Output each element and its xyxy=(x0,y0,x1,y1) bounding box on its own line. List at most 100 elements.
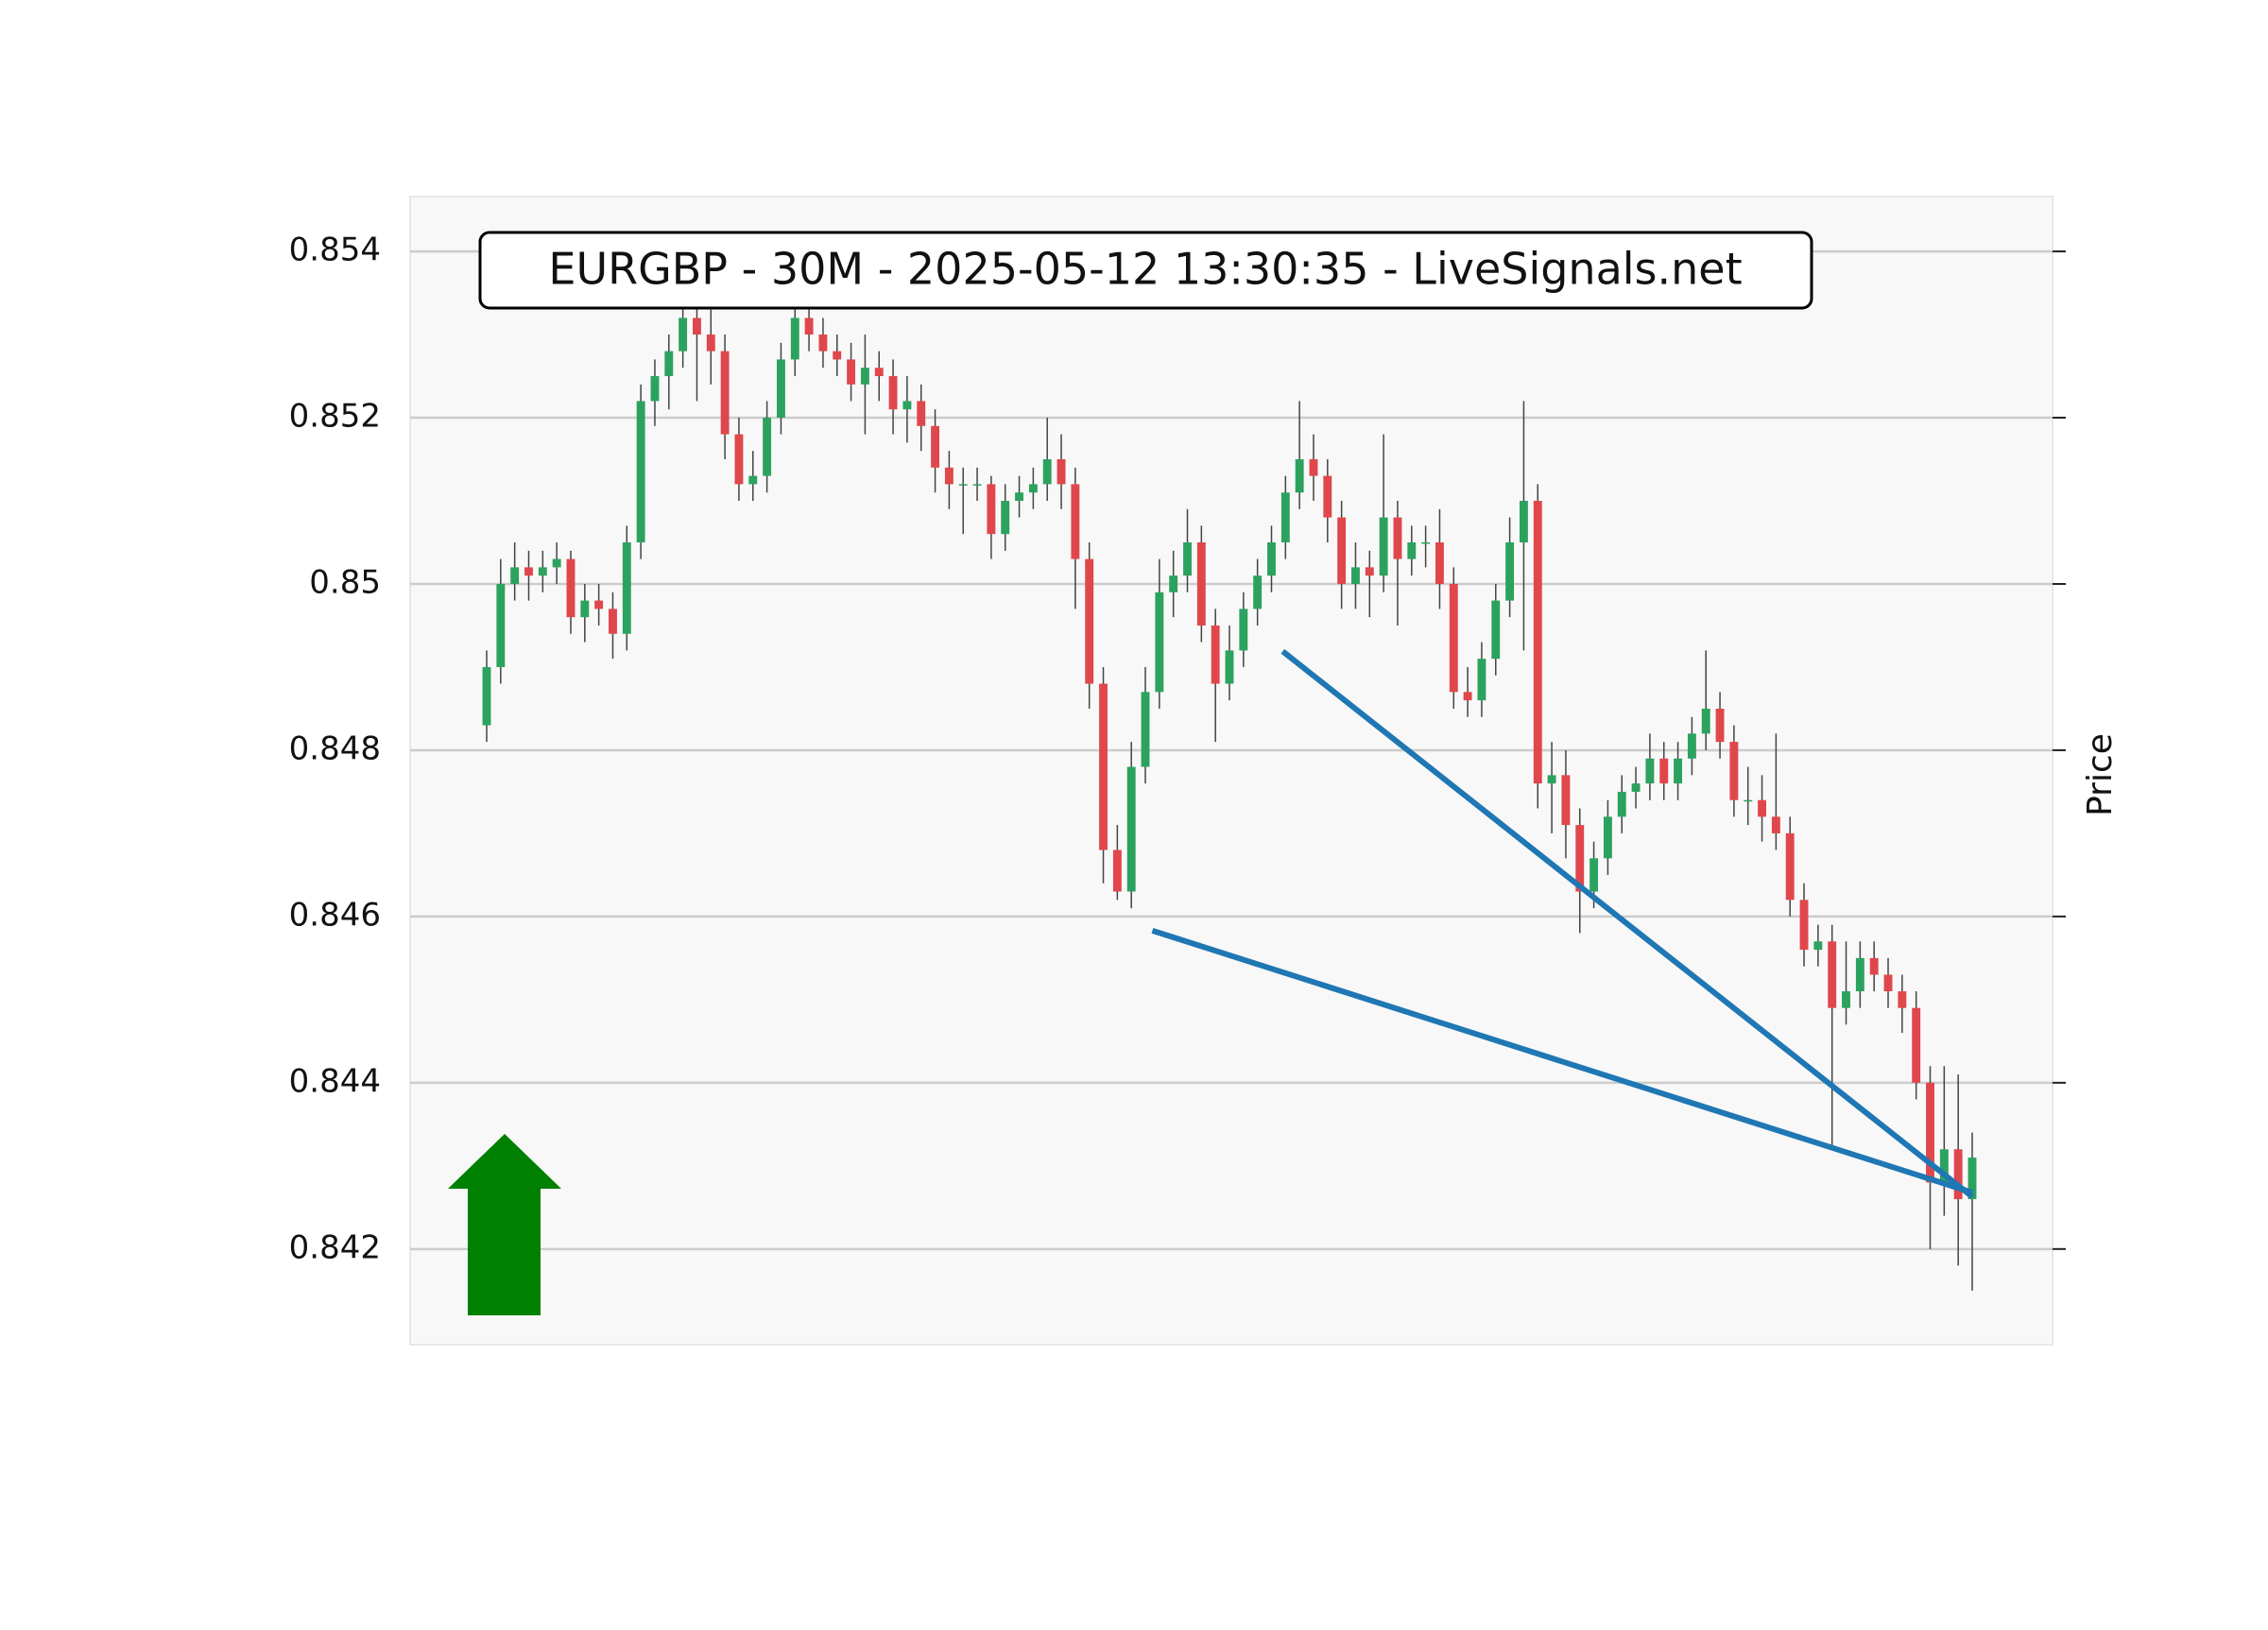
candle-body xyxy=(1617,791,1626,817)
candle-body xyxy=(1126,766,1136,892)
candle-body xyxy=(1323,475,1332,518)
candle-body xyxy=(1869,957,1879,975)
candle-body xyxy=(1155,592,1164,693)
candle-body xyxy=(1967,1158,1977,1200)
candle-body xyxy=(944,467,954,485)
candle-body xyxy=(1912,1007,1921,1083)
chart-title: EURGBP - 30M - 2025-05-12 13:30:35 - Liv… xyxy=(548,244,1742,295)
candle-body xyxy=(524,567,533,576)
candle-body xyxy=(1687,733,1696,759)
candle-body xyxy=(1758,799,1766,817)
title-box: EURGBP - 30M - 2025-05-12 13:30:35 - Liv… xyxy=(478,231,1813,310)
candle-body xyxy=(987,484,996,535)
candle-body xyxy=(1435,541,1444,584)
plot-area xyxy=(409,196,2053,1346)
candle-body xyxy=(1659,758,1669,784)
candle-body xyxy=(734,434,744,485)
candle-body xyxy=(1253,575,1263,609)
candle-body xyxy=(1196,541,1206,626)
candle-body xyxy=(664,351,674,377)
y-tick-label: 0.842 xyxy=(289,1228,381,1266)
candle-body xyxy=(1939,1149,1949,1183)
candle-body xyxy=(510,567,520,584)
y-tick-label: 0.852 xyxy=(289,398,381,436)
candle-body xyxy=(1421,541,1431,544)
candle-body xyxy=(1491,600,1501,660)
candle-body xyxy=(1225,650,1234,684)
candle-body xyxy=(804,317,814,335)
candle-body xyxy=(1001,501,1010,535)
candle-body xyxy=(1351,567,1360,584)
candle-body xyxy=(1883,974,1893,992)
candle-body xyxy=(1744,799,1753,802)
candle-body xyxy=(1309,459,1318,476)
candle-body xyxy=(1239,609,1248,651)
candle-body xyxy=(1575,825,1585,892)
candle-body xyxy=(776,359,785,419)
candle-body xyxy=(1898,991,1907,1008)
y-tick-label: 0.85 xyxy=(309,563,381,601)
axis-labels: 0.842 0.844 0.846 0.848 0.85 0.852 0.854 xyxy=(289,232,381,1267)
candle-body xyxy=(1379,517,1388,576)
candle-body xyxy=(1183,541,1192,576)
candle-body xyxy=(1603,816,1612,859)
candle-body xyxy=(1267,541,1276,576)
candle-body xyxy=(1015,492,1023,502)
candle-body xyxy=(580,600,590,618)
candle-body xyxy=(679,317,688,352)
candle-body xyxy=(958,484,968,486)
candles xyxy=(482,284,1977,1291)
candle-body xyxy=(972,484,982,486)
candle-body xyxy=(818,335,828,352)
y-tick-label: 0.854 xyxy=(289,232,381,269)
candle-body xyxy=(888,376,898,410)
candle-body xyxy=(1547,775,1556,784)
candle-body xyxy=(1407,541,1417,559)
candle-body xyxy=(763,418,772,476)
candle-body xyxy=(1631,783,1641,792)
candle-body xyxy=(552,558,561,568)
candle-body xyxy=(1674,758,1683,784)
candle-body xyxy=(1085,558,1094,684)
candle-body xyxy=(748,475,758,485)
y-tick-label: 0.846 xyxy=(289,896,381,934)
y-tick-label: 0.848 xyxy=(289,729,381,767)
candle-body xyxy=(482,666,491,726)
candle-body xyxy=(1855,957,1864,992)
candle-body xyxy=(1715,708,1725,743)
candle-body xyxy=(902,401,912,410)
candle-body xyxy=(833,351,842,360)
candle-body xyxy=(1337,517,1347,584)
candle-body xyxy=(693,317,701,335)
candle-body xyxy=(931,425,940,468)
signal-arrow xyxy=(448,1134,561,1315)
y-axis-title: Price xyxy=(2081,733,2120,816)
candle-body xyxy=(1463,692,1472,701)
candle-body xyxy=(1842,991,1850,1008)
candle-body xyxy=(1729,742,1739,800)
candle-body xyxy=(1042,459,1052,485)
candle-body xyxy=(860,368,869,385)
candle-body xyxy=(706,335,715,352)
candle-body xyxy=(720,351,730,435)
candle-body xyxy=(1953,1149,1963,1200)
candle-body xyxy=(1477,659,1486,701)
candle-body xyxy=(1141,692,1150,767)
candle-body xyxy=(874,368,884,377)
candle-body xyxy=(1813,941,1823,951)
trendlines xyxy=(1151,648,1974,1199)
candle-body xyxy=(1295,459,1304,493)
candle-body xyxy=(496,583,506,667)
candle-body xyxy=(1701,708,1710,734)
candle-body xyxy=(1799,900,1809,951)
candle-body xyxy=(1771,816,1780,833)
candle-body xyxy=(1071,484,1080,559)
candle-body xyxy=(917,401,926,426)
candle-body xyxy=(1112,849,1122,892)
candle-body xyxy=(1365,567,1374,576)
candle-body xyxy=(1057,459,1066,485)
candle-body xyxy=(1519,501,1528,542)
candle-body xyxy=(1828,941,1837,1008)
